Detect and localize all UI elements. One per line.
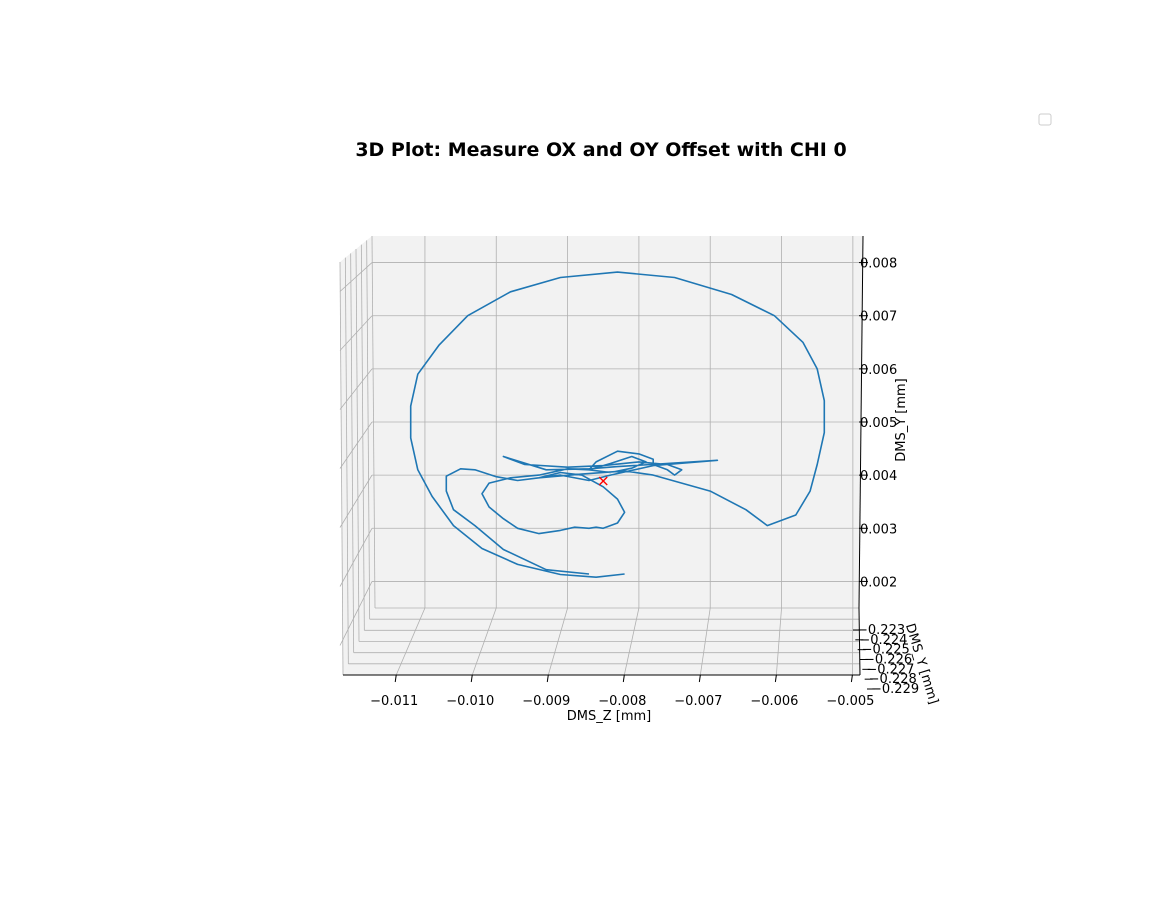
x-tick-mark [775, 675, 776, 682]
x-tick-mark [623, 675, 624, 682]
x-tick-mark [471, 675, 472, 682]
z-tick-label: 0.008 [860, 257, 897, 272]
z-tick-label: 0.005 [860, 416, 897, 431]
z-axis-label: DMS_Y [mm] [894, 378, 909, 462]
z-tick-label: 0.007 [860, 310, 897, 325]
z-tick-label: 0.004 [860, 469, 897, 484]
x-tick-mark [547, 675, 548, 682]
x-tick-label: −0.006 [750, 694, 798, 709]
x-tick-label: −0.010 [446, 694, 494, 709]
z-tick-label: 0.002 [860, 575, 897, 590]
x-tick-label: −0.011 [370, 694, 418, 709]
legend-box [1039, 114, 1051, 125]
x-tick-mark [851, 675, 852, 682]
x-tick-label: −0.009 [522, 694, 570, 709]
z-tick-label: 0.003 [860, 522, 897, 537]
z-tick-label: 0.006 [860, 363, 897, 378]
chart-title: 3D Plot: Measure OX and OY Offset with C… [355, 139, 846, 161]
x-tick-mark [699, 675, 700, 682]
x-axis-ticks: −0.011 −0.010 −0.009 −0.008 −0.007 −0.006 −0.0… [370, 675, 874, 709]
x-tick-label: −0.005 [826, 694, 874, 709]
x-tick-label: −0.008 [598, 694, 646, 709]
x-tick-mark [395, 675, 396, 682]
z-axis-ticks: 0.002 0.003 0.004 0.005 0.006 0.007 0.008 [859, 257, 897, 591]
y-tick-label: −0.229 [871, 682, 919, 697]
x-axis-label: DMS_Z [mm] [567, 709, 652, 724]
x-tick-label: −0.007 [674, 694, 722, 709]
